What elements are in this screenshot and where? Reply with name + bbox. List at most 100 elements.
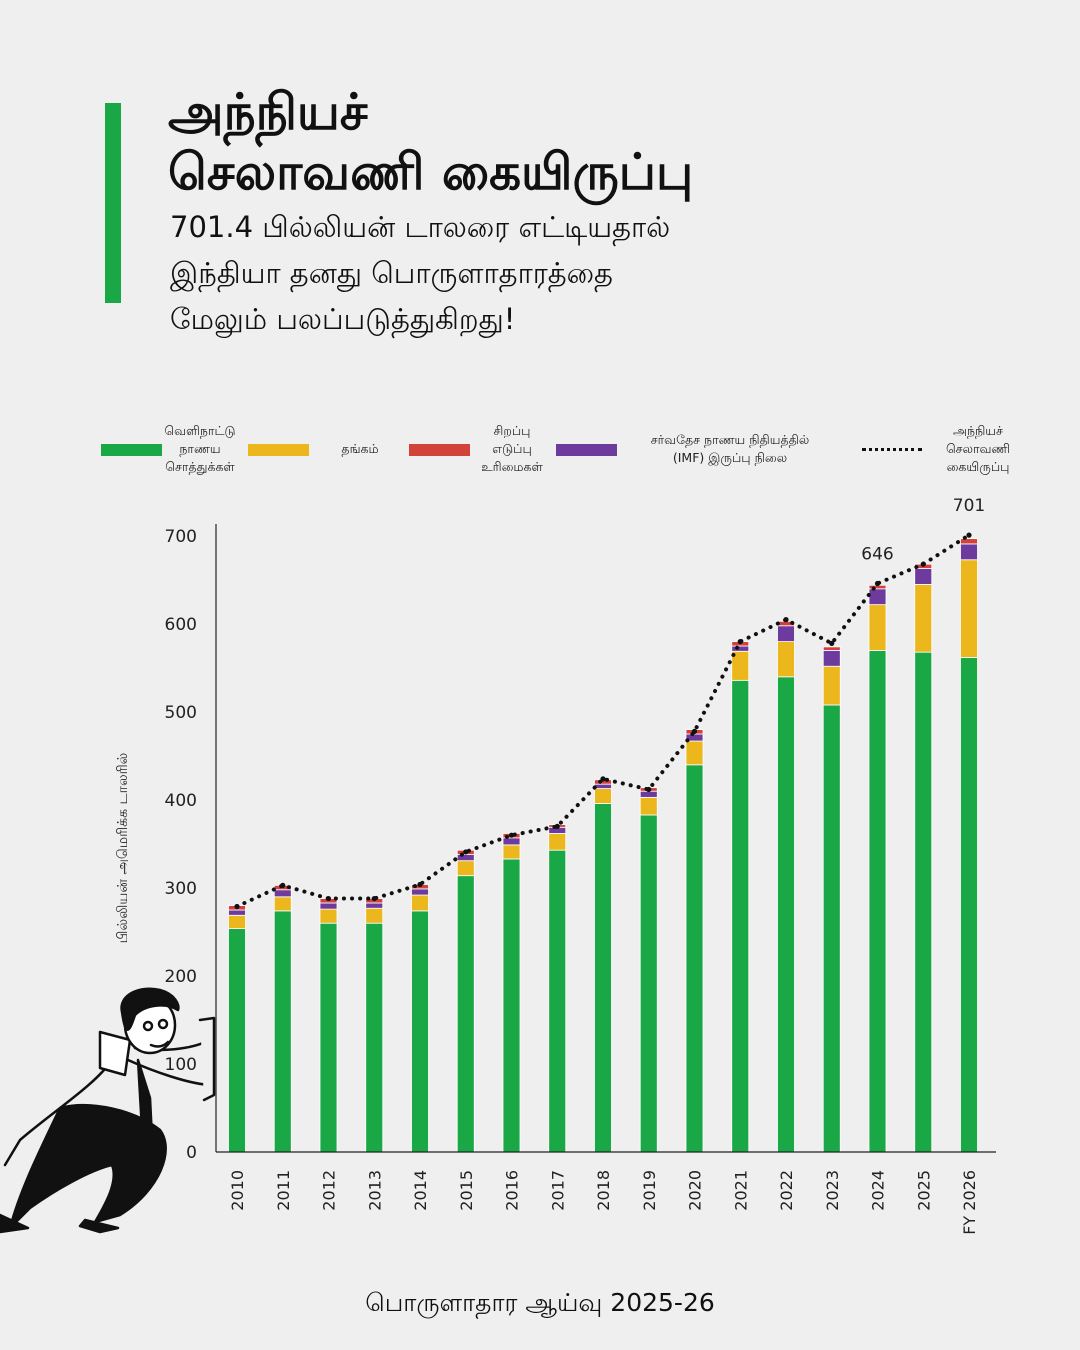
y-tick-label: 500 (165, 703, 197, 723)
bar-segment-imf (502, 837, 521, 846)
bar-segment-imf (960, 543, 978, 561)
x-tick-label: 2019 (640, 1170, 659, 1211)
total-point (325, 895, 332, 902)
total-point (829, 640, 835, 646)
legend-label-total: அந்நியச் செலாவணி கையிருப்பு (945, 423, 1011, 474)
total-line-path (235, 533, 971, 909)
total-point (554, 823, 560, 830)
legend-label-gold: தங்கம் (341, 441, 379, 456)
y-tick-label: 600 (165, 615, 197, 635)
bar-segment-gold (228, 914, 246, 929)
total-point (463, 849, 469, 855)
bar-segment-sdr (822, 646, 841, 651)
bar-segment-gold (868, 604, 887, 651)
y-axis-label: பில்லியன் அமெரிக்க டாலரில் (115, 753, 131, 944)
total-point (508, 832, 515, 838)
total-point (234, 903, 240, 910)
bar-segment-fca (822, 704, 841, 1153)
bar-segment-fca (960, 657, 978, 1153)
total-point (691, 728, 698, 734)
source-footer: பொருளாதார ஆய்வு 2025-26 (365, 1288, 715, 1317)
x-tick-label: 2013 (365, 1170, 384, 1211)
x-tick-label: 2022 (777, 1170, 796, 1211)
total-point (371, 895, 377, 902)
y-tick-label: 700 (165, 527, 197, 547)
y-tick-label: 200 (165, 967, 197, 987)
total-reserves-line (234, 532, 972, 910)
bar-segment-fca (639, 814, 658, 1153)
bars (228, 538, 978, 1153)
x-tick-label: FY 2026 (960, 1170, 979, 1235)
x-tick-label: 2014 (411, 1170, 430, 1211)
bar-segment-fca (502, 858, 521, 1153)
subtitle-line-2: இந்தியா தனது பொருளாதாரத்தை (170, 256, 613, 290)
bar-segment-gold (502, 844, 521, 860)
x-axis-ticks: 2010 2011 2012 2013 2014 2015 2016 2017 2018 2019… (228, 1170, 979, 1235)
bar-segment-fca (411, 910, 429, 1153)
total-point (600, 776, 606, 782)
bar-segment-imf (868, 588, 887, 606)
bar-segment-fca (777, 676, 795, 1153)
bar-segment-imf (822, 650, 841, 667)
subtitle: 701.4 பில்லியன் டாலரை எட்டியதால் இந்தியா… (170, 204, 970, 342)
bar-segment-fca (594, 803, 612, 1153)
x-tick-label: 2016 (503, 1170, 522, 1211)
bar-segment-gold (685, 740, 704, 766)
total-point (737, 639, 743, 645)
bar-segment-imf (777, 625, 795, 643)
bar-segment-imf (731, 645, 750, 652)
bar-segment-gold (319, 908, 338, 924)
bar-segment-imf (594, 783, 612, 789)
x-tick-label: 2017 (548, 1170, 567, 1211)
title-line-2: செலாவணி கையிருப்பு (168, 143, 694, 201)
legend-swatch-imf (556, 444, 617, 456)
bar-segment-gold (960, 559, 978, 658)
bar-segment-fca (228, 928, 246, 1153)
bar-segment-fca (319, 922, 338, 1153)
bar-segment-gold (777, 641, 795, 678)
y-tick-label: 400 (165, 791, 197, 811)
man-pushing-illustration (0, 987, 216, 1234)
page-title: அந்நியச் செலாவணி கையிருப்பு (168, 82, 928, 202)
accent-bar (105, 103, 121, 303)
bar-segment-gold (914, 584, 933, 653)
bar-segment-fca (868, 650, 887, 1153)
bar-segment-gold (365, 907, 384, 924)
bar-segment-imf (319, 902, 338, 910)
x-tick-label: 2025 (914, 1170, 933, 1211)
legend-label-fca: வெளிநாட்டு நாணய சொத்துக்கள் (164, 423, 236, 474)
bar-segment-fca (914, 651, 933, 1153)
bar-segment-gold (273, 896, 292, 912)
x-tick-label: 2018 (594, 1170, 613, 1211)
data-label: 701 (953, 496, 985, 516)
bar-segment-gold (456, 860, 475, 877)
bar-segment-gold (639, 796, 658, 816)
x-tick-label: 2023 (823, 1170, 842, 1211)
bar-segment-fca (548, 849, 567, 1153)
bar-segment-gold (822, 665, 841, 706)
x-tick-label: 2011 (274, 1170, 293, 1211)
bar-segment-gold (411, 894, 429, 912)
y-axis-ticks: 0 100 200 300 400 500 600 700 (165, 527, 197, 1163)
legend-swatch-fca (101, 444, 162, 456)
bar-segment-fca (456, 875, 475, 1153)
data-labels: 646 701 (861, 496, 985, 564)
bar-segment-fca (273, 910, 292, 1153)
bar-segment-fca (685, 764, 704, 1153)
legend-swatch-total (862, 448, 922, 451)
total-point (417, 881, 423, 888)
chart-legend: வெளிநாட்டு நாணய சொத்துக்கள் தங்கம் சிறப்… (0, 420, 1080, 480)
bar-segment-fca (365, 922, 384, 1153)
legend-label-imf: சர்வதேச நாணய நிதியத்தில் (IMF) இருப்பு ந… (650, 432, 810, 465)
legend-swatch-sdr (409, 444, 470, 456)
bar-segment-imf (273, 889, 292, 898)
bar-segment-gold (548, 833, 567, 851)
x-tick-label: 2020 (686, 1170, 705, 1211)
title-line-1: அந்நியச் (168, 83, 368, 141)
legend-swatch-gold (248, 444, 309, 456)
subtitle-line-1: 701.4 பில்லியன் டாலரை எட்டியதால் (170, 210, 671, 244)
bar-segment-imf (639, 790, 658, 798)
bar-segment-imf (411, 888, 429, 896)
bar-segment-imf (228, 909, 246, 916)
